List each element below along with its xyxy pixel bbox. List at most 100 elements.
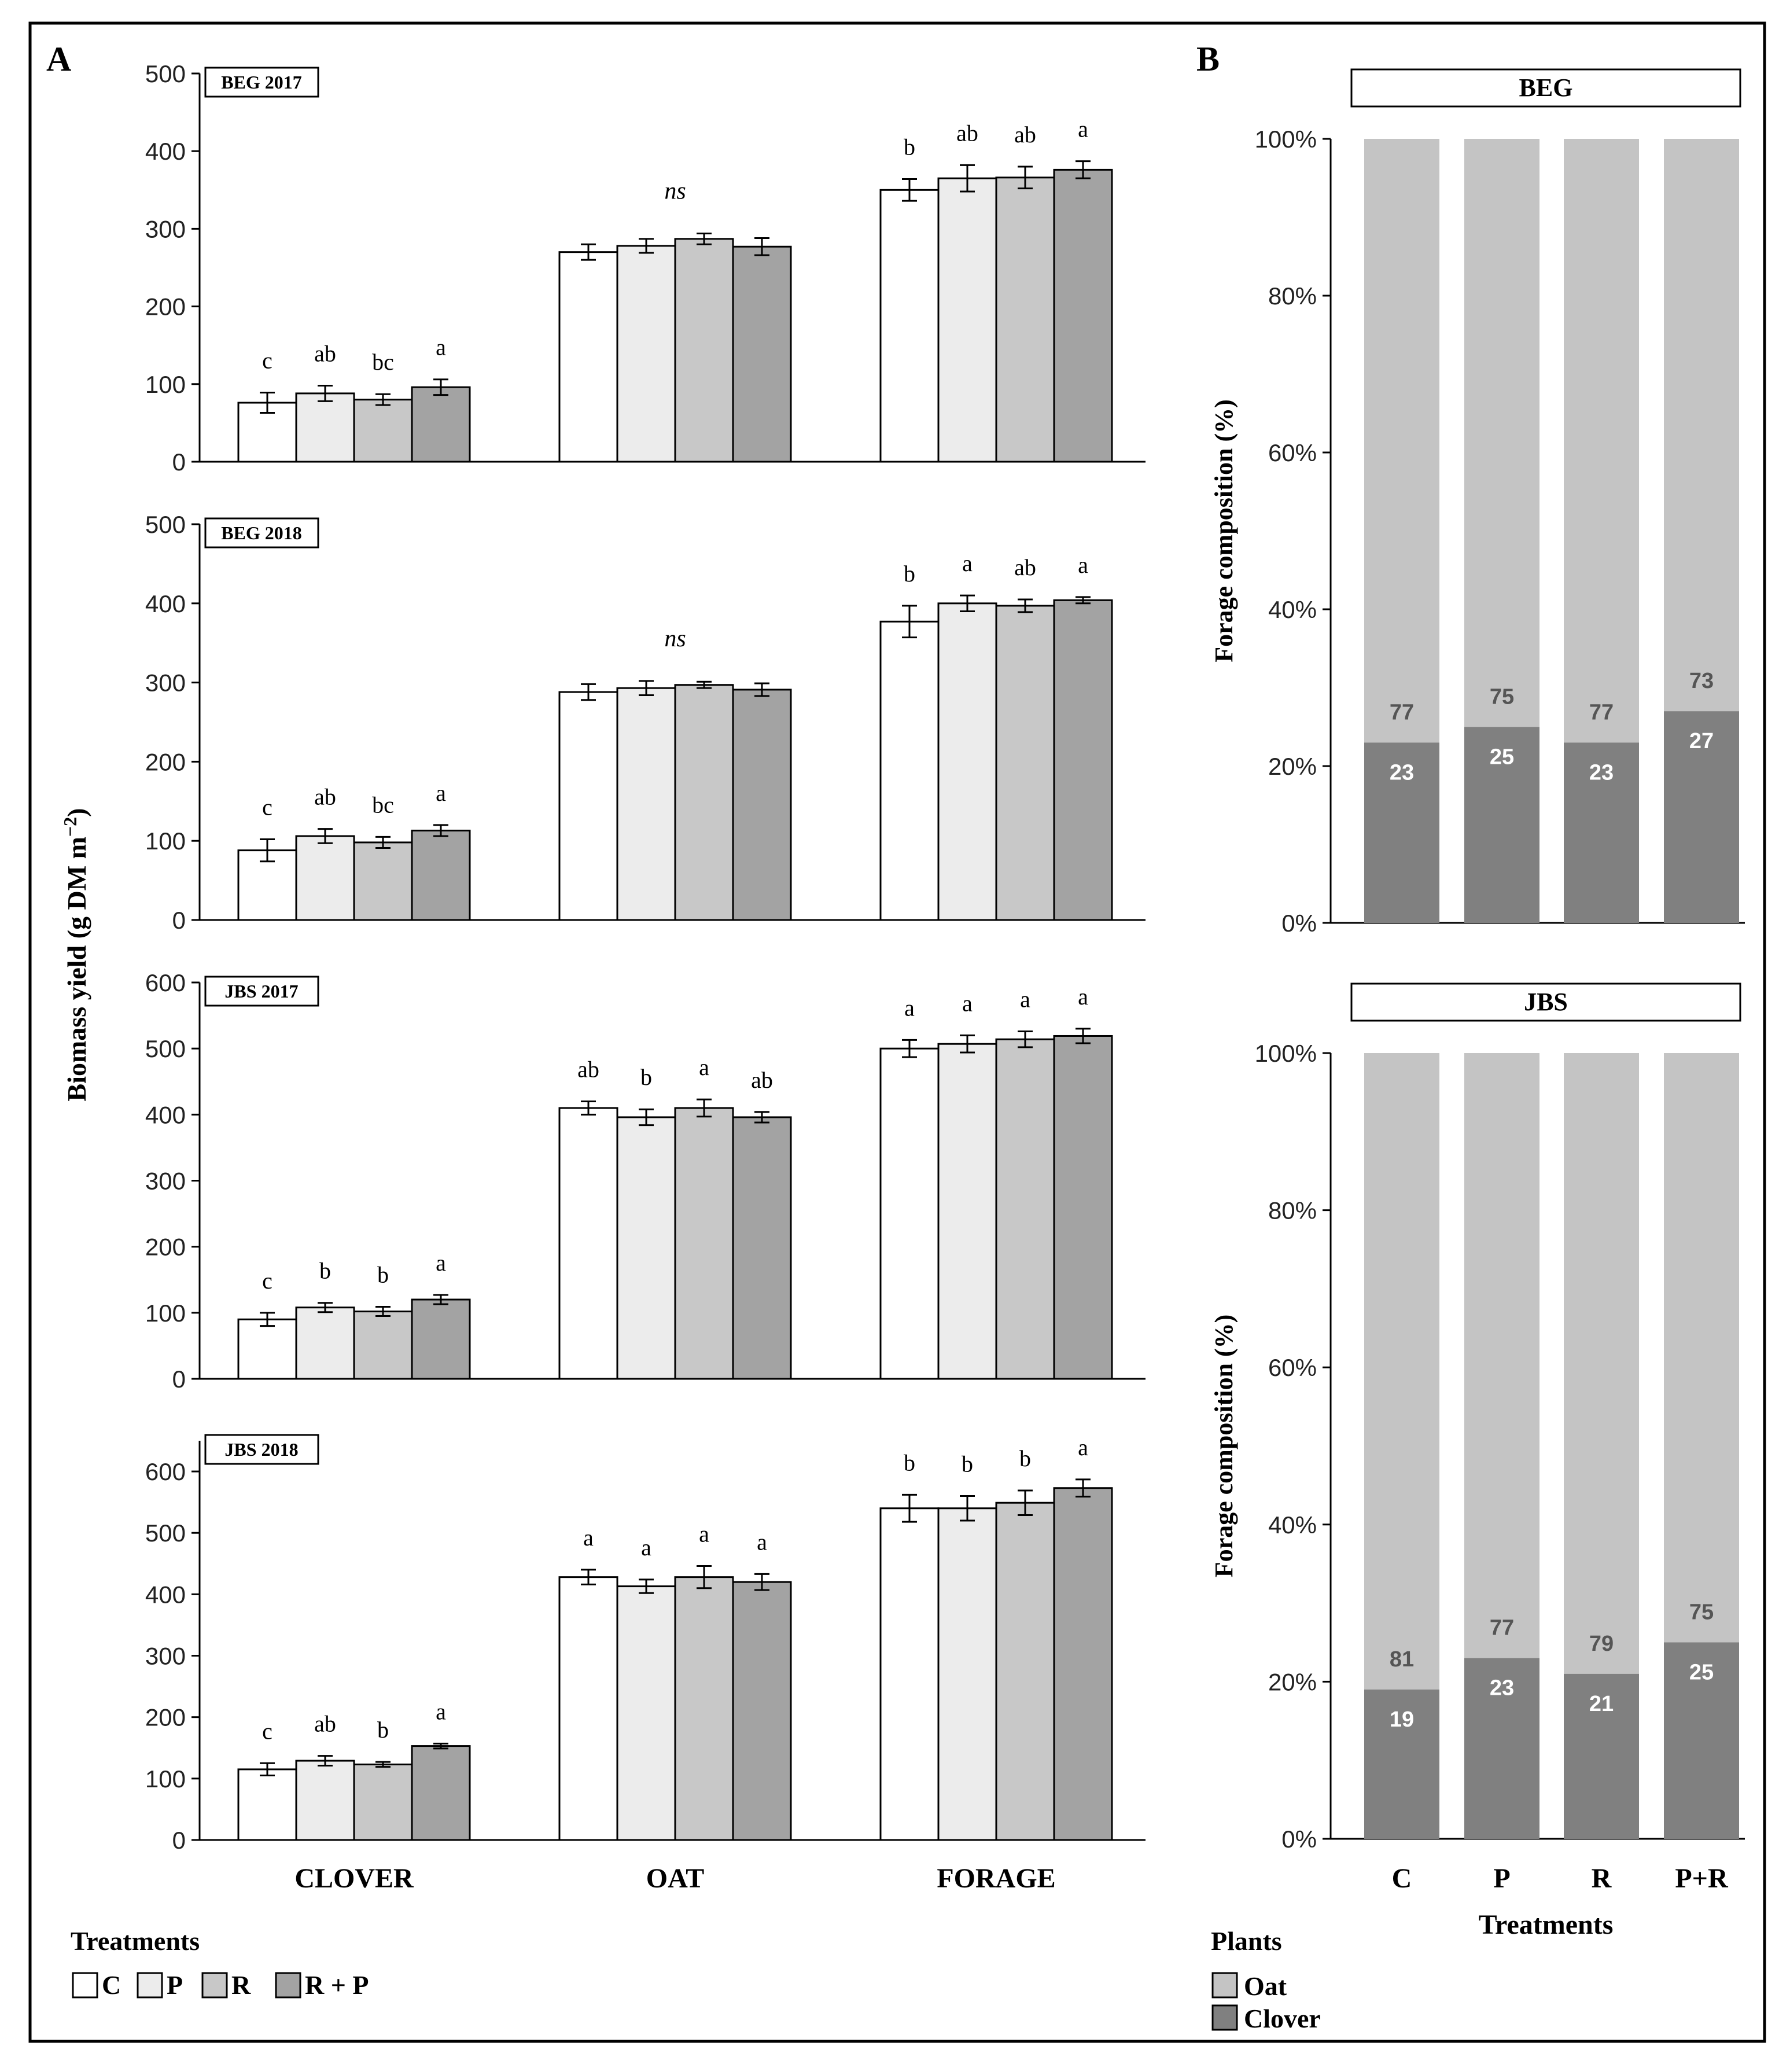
y-tick-label: 500	[145, 1035, 186, 1062]
bar-forage-rp	[1053, 1035, 1113, 1380]
y-tick-label: 0	[172, 1827, 186, 1854]
y-tick-label: 0	[172, 1366, 186, 1393]
significance-letter: c	[262, 1268, 272, 1294]
x-category-label-p: P	[1493, 1863, 1510, 1894]
bar-oat-p	[616, 1116, 676, 1380]
bar-forage-c	[879, 1507, 940, 1841]
bar-forage-r	[995, 1038, 1055, 1380]
y-tick-label: 400	[145, 1101, 186, 1128]
chart-title-box: BEG 2017	[204, 67, 319, 98]
bar-clover-p	[295, 1306, 355, 1380]
panel-a-x-category-labels: CLOVER OAT FORAGE	[294, 1863, 1055, 1894]
bar-forage-rp	[1053, 168, 1113, 463]
bar-oat-r	[674, 1107, 734, 1380]
chart-title: JBS 2017	[224, 981, 298, 1002]
bar-oat-r	[674, 238, 734, 463]
y-tick-label: 300	[145, 1168, 186, 1195]
bar-clover-r	[353, 1311, 413, 1380]
data-label-oat: 77	[1589, 700, 1614, 724]
bar-clover-p	[1464, 1658, 1539, 1839]
bar-oat-r	[674, 1576, 734, 1841]
legend-label: R + P	[305, 1970, 369, 2000]
data-label-oat: 75	[1689, 1600, 1714, 1625]
data-label-clover: 27	[1689, 729, 1714, 753]
chart-title: JBS	[1524, 988, 1568, 1016]
bar-oat-c	[1364, 139, 1439, 743]
significance-letter: a	[1078, 552, 1088, 578]
bar-oat-c	[558, 1576, 618, 1841]
bar-oat-p+r	[1664, 1053, 1739, 1643]
chart-title-box: JBS 2017	[204, 976, 319, 1007]
y-tick-label: 400	[145, 590, 186, 617]
x-category-label-r: R	[1592, 1863, 1612, 1894]
bar-clover-c	[237, 1768, 297, 1841]
significance-letter: a	[641, 1534, 651, 1561]
panel-b-charts: BEG Forage composition (%) 0% 20% 40% 60% 80% 1…	[1210, 68, 1745, 1940]
data-label-clover: 25	[1490, 745, 1514, 769]
bar-forage-p	[937, 1507, 997, 1841]
bar-oat-p+r	[1664, 139, 1739, 712]
legend-treatments: Treatments C P R R + P	[71, 1926, 369, 2000]
bar-clover-p	[295, 392, 355, 463]
bar-forage-p	[937, 1043, 997, 1380]
bar-forage-r	[995, 1501, 1055, 1841]
data-label-oat: 73	[1689, 669, 1714, 693]
bar-clover-rp	[411, 386, 471, 463]
bar-oat-c	[558, 691, 618, 921]
chart-title-frame	[204, 976, 319, 1007]
significance-letter: c	[262, 348, 272, 374]
y-tick-label: 300	[145, 669, 186, 697]
legend-treatments-title: Treatments	[71, 1926, 200, 1956]
bar-forage-c	[879, 189, 940, 463]
y-tick-label: 0	[172, 448, 186, 476]
significance-letter: a	[583, 1525, 594, 1551]
bar-forage-c	[879, 620, 940, 921]
y-tick-label: 60%	[1268, 1354, 1317, 1381]
significance-letter: ab	[314, 1711, 336, 1737]
y-tick-label: 400	[145, 138, 186, 165]
significance-letter: a	[1078, 116, 1088, 142]
significance-letter: ab	[1014, 122, 1036, 148]
bar-forage-r	[995, 605, 1055, 921]
y-tick-label: 100%	[1255, 126, 1317, 153]
bar-oat-rp	[732, 689, 792, 921]
significance-letter: a	[1020, 986, 1030, 1012]
significance-letter: a	[1078, 1434, 1088, 1460]
legend-label: Clover	[1244, 2004, 1321, 2033]
significance-letter: c	[262, 794, 272, 820]
x-category-label-oat: OAT	[646, 1863, 704, 1894]
chart-title-frame	[204, 517, 319, 549]
y-tick-label: 100	[145, 827, 186, 855]
y-tick-label: 300	[145, 215, 186, 242]
bar-clover-rp	[411, 1298, 471, 1380]
legend-label: P	[167, 1970, 183, 2000]
x-axis-label: Treatments	[1479, 1909, 1614, 1940]
y-tick-label: 20%	[1268, 753, 1317, 780]
significance-letter: b	[1019, 1445, 1031, 1471]
y-tick-label: 500	[145, 60, 186, 87]
bar-clover-p	[295, 1760, 355, 1841]
bar-clover-p+r	[1664, 711, 1739, 923]
chart-title-box: BEG 2018	[204, 517, 319, 549]
bar-forage-r	[995, 176, 1055, 463]
chart-title: JBS 2018	[224, 1439, 298, 1460]
legend-swatch-oat	[1211, 1972, 1238, 1999]
y-axis-label: Forage composition (%)	[1210, 399, 1238, 663]
x-category-label-forage: FORAGE	[937, 1863, 1055, 1894]
chart-beg-2018: 0 100 200 300 400 500 BEG 2018 c ab bc a ns b a ab a	[145, 511, 1146, 934]
bar-clover-r	[353, 841, 413, 921]
y-tick-label: 400	[145, 1581, 186, 1608]
data-label-clover: 23	[1490, 1676, 1514, 1701]
significance-letter: a	[436, 780, 446, 806]
y-tick-label: 0%	[1281, 910, 1317, 937]
chart-title-frame	[1350, 68, 1741, 108]
y-tick-label: 60%	[1268, 439, 1317, 466]
significance-letter: a	[436, 1250, 446, 1276]
data-label-clover: 21	[1589, 1692, 1614, 1716]
bar-clover-p	[1464, 727, 1539, 923]
bar-forage-c	[879, 1047, 940, 1380]
chart-title-frame	[1350, 982, 1741, 1022]
panel-a-label: A	[46, 40, 71, 78]
